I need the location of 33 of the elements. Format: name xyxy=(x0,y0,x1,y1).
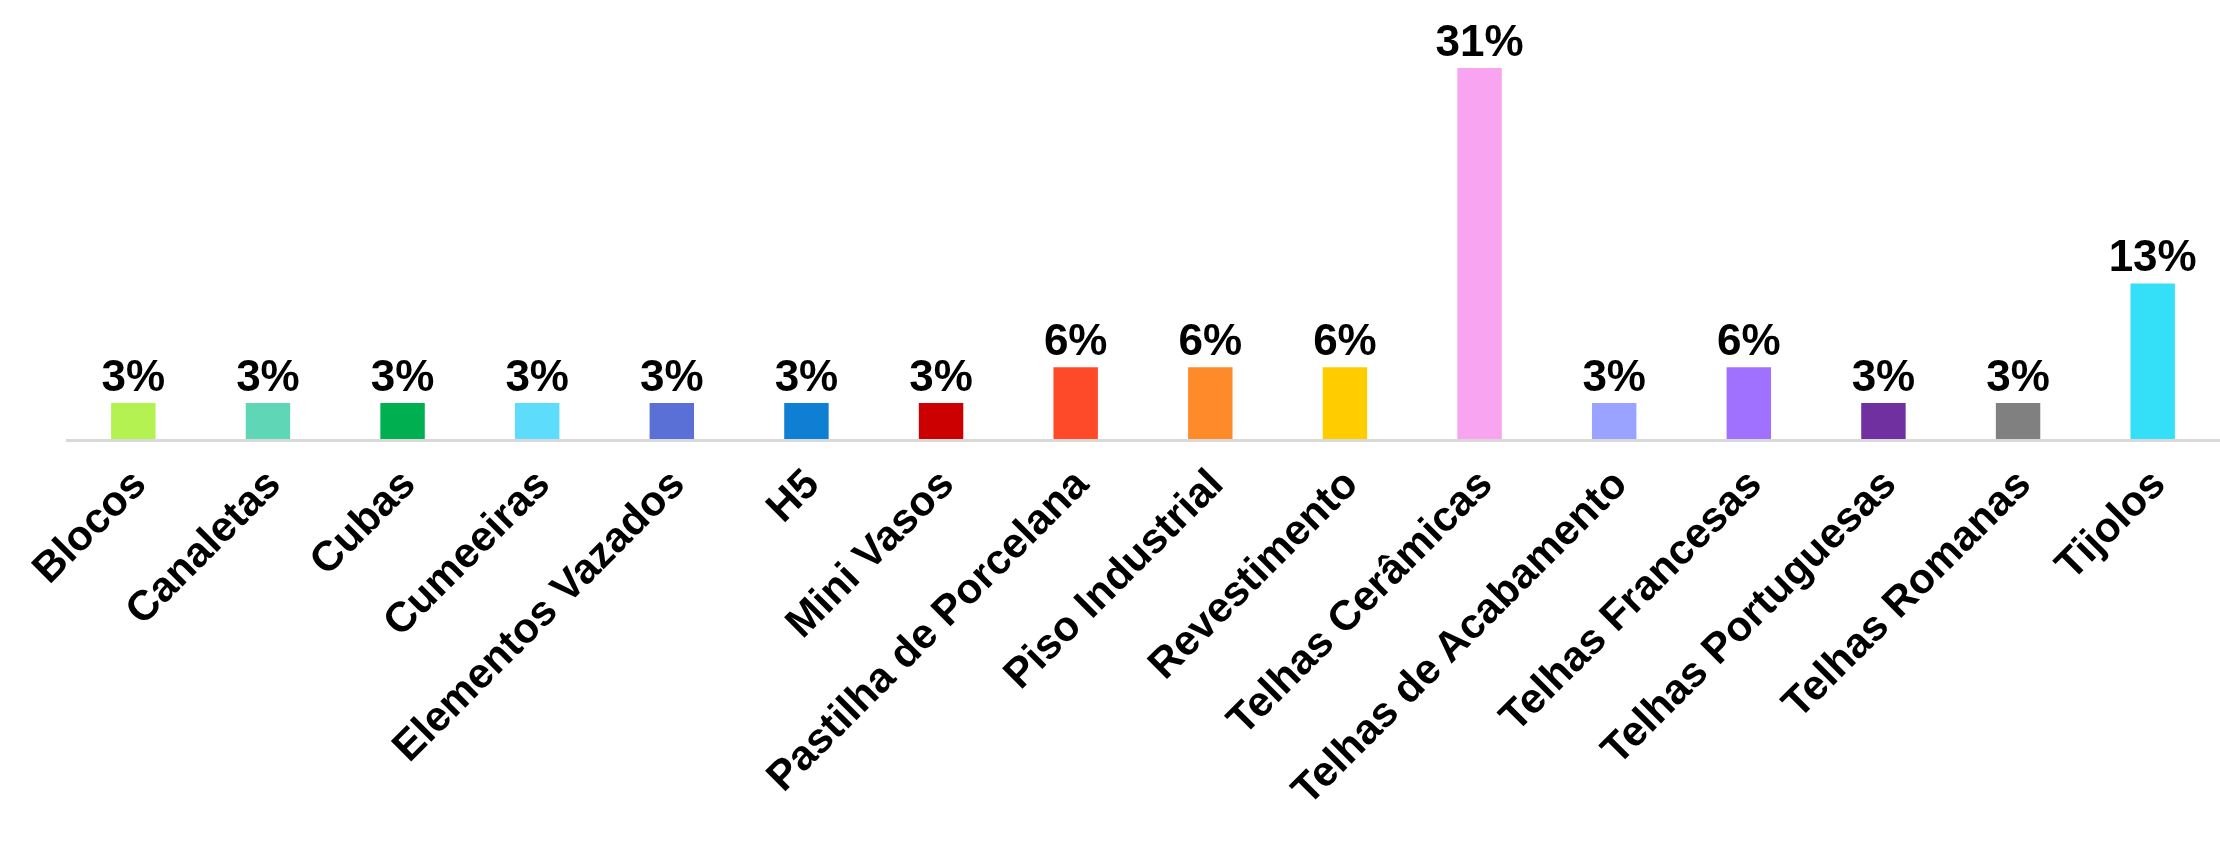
data-label: 3% xyxy=(236,351,300,401)
data-label: 3% xyxy=(1986,351,2050,401)
data-label: 3% xyxy=(505,351,569,401)
data-label: 6% xyxy=(1717,315,1781,365)
bar xyxy=(1053,367,1098,439)
bar xyxy=(514,403,560,439)
data-label: 6% xyxy=(1043,315,1108,365)
data-label: 6% xyxy=(1178,315,1243,365)
data-label: 3% xyxy=(909,351,973,401)
data-label: 3% xyxy=(370,351,435,401)
bar xyxy=(1726,367,1772,439)
bar xyxy=(245,403,291,439)
bar xyxy=(1995,403,2041,439)
data-label: 3% xyxy=(1582,351,1646,401)
data-label: 3% xyxy=(101,351,166,401)
bar xyxy=(1861,403,1906,439)
bar xyxy=(1591,403,1637,439)
data-label: 31% xyxy=(1435,16,1524,65)
data-label: 6% xyxy=(1313,315,1377,365)
bar xyxy=(918,403,964,439)
bar xyxy=(649,403,695,439)
data-label: 3% xyxy=(1851,351,1916,401)
bar xyxy=(380,403,425,439)
bar xyxy=(1188,367,1233,439)
bar xyxy=(111,403,156,439)
bar xyxy=(1457,68,1502,439)
x-tick-label: H5 xyxy=(756,459,828,531)
bar xyxy=(784,403,829,439)
data-label: 13% xyxy=(2108,231,2197,281)
data-label: 3% xyxy=(640,351,704,401)
bar xyxy=(2130,283,2175,439)
bar xyxy=(1322,367,1368,439)
data-label: 3% xyxy=(774,351,839,401)
